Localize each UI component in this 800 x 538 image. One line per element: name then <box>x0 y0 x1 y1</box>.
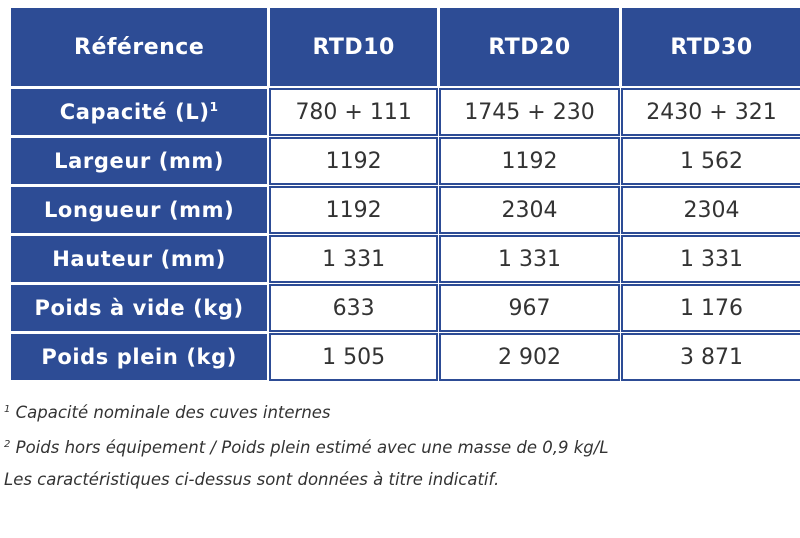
table-cell: 633 <box>269 284 439 332</box>
table-cell: 2 902 <box>439 333 620 381</box>
table-cell: 1 331 <box>621 235 800 283</box>
header-reference: Référence <box>11 8 268 86</box>
row-label: Poids à vide (kg) <box>11 285 268 331</box>
table-cell: 2304 <box>621 186 800 234</box>
row-label: Poids plein (kg) <box>11 334 268 380</box>
table-cell: 1 331 <box>439 235 620 283</box>
footnote-1: 1 Capacité nominale des cuves internes <box>4 394 609 429</box>
footnotes: 1 Capacité nominale des cuves internes 2… <box>4 394 609 496</box>
row-label: Longueur (mm) <box>11 187 268 233</box>
table-cell: 1 331 <box>269 235 439 283</box>
table-cell: 780 + 111 <box>269 88 439 136</box>
table-row-hauteur: Hauteur (mm) 1 331 1 331 1 331 <box>11 235 800 283</box>
row-label: Largeur (mm) <box>11 138 268 184</box>
table-cell: 1 505 <box>269 333 439 381</box>
table-cell: 2430 + 321 <box>621 88 800 136</box>
disclaimer: Les caractéristiques ci-dessus sont donn… <box>4 470 500 489</box>
table-cell: 2304 <box>439 186 620 234</box>
header-rtd30: RTD30 <box>622 8 800 86</box>
table-row-longueur: Longueur (mm) 1192 2304 2304 <box>11 186 800 234</box>
table-row-largeur: Largeur (mm) 1192 1192 1 562 <box>11 137 800 185</box>
footnote-2-marker: 2 <box>4 439 11 450</box>
specifications-table: Référence RTD10 RTD20 RTD30 Capacité (L)… <box>8 5 800 383</box>
table-cell: 1192 <box>269 137 439 185</box>
table-cell: 1 562 <box>621 137 800 185</box>
footnote-marker: 1 <box>209 100 219 114</box>
table-cell: 967 <box>439 284 620 332</box>
table-cell: 1192 <box>269 186 439 234</box>
header-rtd10: RTD10 <box>270 8 438 86</box>
footnote-2-text: Poids hors équipement / Poids plein esti… <box>15 438 609 457</box>
table-row-capacite: Capacité (L)1 780 + 111 1745 + 230 2430 … <box>11 88 800 136</box>
table-row-poids-vide: Poids à vide (kg) 633 967 1 176 <box>11 284 800 332</box>
footnote-1-marker: 1 <box>4 404 11 415</box>
table-cell: 1 176 <box>621 284 800 332</box>
table-cell: 1745 + 230 <box>439 88 620 136</box>
header-rtd20: RTD20 <box>440 8 619 86</box>
table-cell: 1192 <box>439 137 620 185</box>
row-label: Hauteur (mm) <box>11 236 268 282</box>
footnote-1-text: Capacité nominale des cuves internes <box>15 403 331 422</box>
row-label-text: Capacité (L) <box>59 100 210 124</box>
row-label: Capacité (L)1 <box>11 89 268 135</box>
table-header-row: Référence RTD10 RTD20 RTD30 <box>11 8 800 86</box>
footnote-2: 2 Poids hors équipement / Poids plein es… <box>4 429 609 464</box>
table-cell: 3 871 <box>621 333 800 381</box>
table-row-poids-plein: Poids plein (kg) 1 505 2 902 3 871 <box>11 333 800 381</box>
